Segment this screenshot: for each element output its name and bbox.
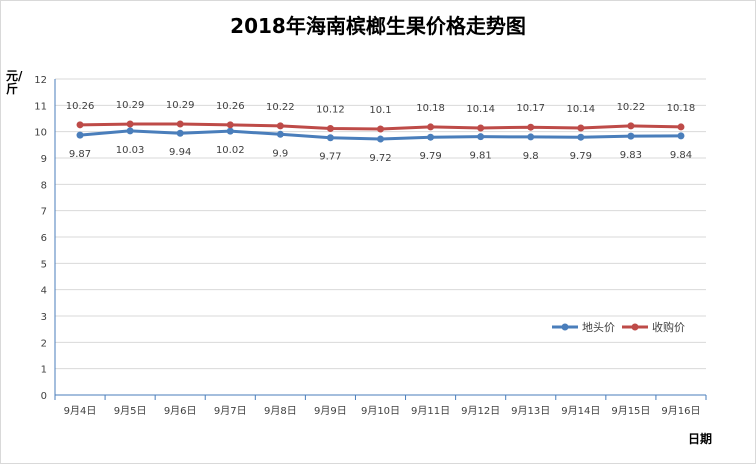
data-point bbox=[477, 133, 485, 141]
data-point bbox=[276, 130, 284, 138]
y-tick-label: 1 bbox=[41, 365, 47, 376]
data-label: 10.18 bbox=[416, 103, 445, 114]
x-tick-label: 9月7日 bbox=[214, 405, 247, 417]
x-tick-label: 9月16日 bbox=[661, 405, 700, 417]
data-point bbox=[226, 127, 234, 135]
data-point bbox=[126, 127, 134, 135]
data-label: 10.26 bbox=[216, 101, 245, 112]
chart-title: 2018年海南槟榔生果价格走势图 bbox=[230, 14, 526, 38]
data-point bbox=[527, 123, 535, 131]
data-label: 10.17 bbox=[516, 103, 545, 114]
legend-entry-0: 地头价 bbox=[582, 321, 615, 334]
x-axis-label: 日期 bbox=[688, 432, 713, 446]
legend-swatch-marker bbox=[561, 323, 569, 331]
data-point bbox=[527, 133, 535, 141]
data-point bbox=[477, 124, 485, 132]
data-label: 9.84 bbox=[670, 150, 692, 161]
data-label: 9.9 bbox=[272, 148, 288, 159]
data-point bbox=[76, 131, 84, 139]
data-point bbox=[126, 120, 134, 128]
y-tick-label: 5 bbox=[41, 259, 47, 270]
data-label: 10.29 bbox=[166, 100, 195, 111]
data-label: 9.8 bbox=[523, 151, 539, 162]
data-point bbox=[577, 133, 585, 141]
data-label: 10.14 bbox=[466, 104, 495, 115]
x-tick-label: 9月12日 bbox=[461, 405, 500, 417]
y-tick-label: 11 bbox=[34, 101, 47, 112]
series-lines bbox=[76, 120, 685, 143]
data-label: 9.87 bbox=[69, 149, 91, 160]
x-tick-label: 9月5日 bbox=[114, 405, 147, 417]
legend-swatch-marker bbox=[631, 323, 639, 331]
data-point bbox=[677, 132, 685, 140]
data-point bbox=[577, 124, 585, 132]
y-tick-label: 10 bbox=[34, 128, 47, 139]
x-tick-label: 9月10日 bbox=[361, 405, 400, 417]
data-label: 10.02 bbox=[216, 145, 245, 156]
data-label: 10.03 bbox=[116, 145, 145, 156]
y-axis-label: 元/斤 bbox=[6, 69, 23, 96]
x-tick-label: 9月9日 bbox=[314, 405, 347, 417]
data-label: 9.83 bbox=[620, 150, 642, 161]
x-tick-label: 9月13日 bbox=[511, 405, 550, 417]
y-tick-label: 2 bbox=[41, 338, 47, 349]
data-label: 10.14 bbox=[566, 104, 595, 115]
y-tick-label: 0 bbox=[41, 391, 47, 402]
data-label: 9.79 bbox=[419, 151, 441, 162]
y-tick-label: 7 bbox=[41, 207, 47, 218]
data-label: 9.77 bbox=[319, 152, 341, 163]
data-label: 9.94 bbox=[169, 147, 191, 158]
x-tick-label: 9月11日 bbox=[411, 405, 450, 417]
y-tick-label: 6 bbox=[41, 233, 47, 244]
data-label: 10.22 bbox=[266, 102, 295, 113]
data-label: 10.22 bbox=[617, 102, 646, 113]
data-point bbox=[677, 123, 685, 131]
data-point bbox=[627, 132, 635, 140]
legend-entry-1: 收购价 bbox=[652, 320, 685, 334]
x-tick-label: 9月6日 bbox=[164, 405, 197, 417]
data-label: 10.26 bbox=[66, 101, 95, 112]
y-tick-label: 4 bbox=[41, 286, 47, 297]
data-labels: 9.87 10.03 9.94 10.02 9.9 9.77 9.72 9.79 9.81 9.8… bbox=[66, 100, 696, 164]
y-tick-label: 3 bbox=[41, 312, 47, 323]
data-label: 10.29 bbox=[116, 100, 145, 111]
data-label: 9.81 bbox=[470, 151, 492, 162]
data-point bbox=[76, 121, 84, 129]
data-point bbox=[427, 123, 435, 131]
x-tick-label: 9月8日 bbox=[264, 405, 297, 417]
data-label: 10.1 bbox=[369, 105, 391, 116]
data-point bbox=[377, 135, 384, 143]
data-point bbox=[326, 134, 334, 142]
data-point bbox=[176, 129, 184, 137]
data-point bbox=[627, 122, 635, 130]
data-label: 9.79 bbox=[570, 151, 592, 162]
y-tick-label: 9 bbox=[41, 154, 47, 165]
x-tick-label: 9月15日 bbox=[611, 405, 650, 417]
data-point bbox=[276, 122, 284, 130]
data-point bbox=[377, 125, 384, 133]
data-point bbox=[326, 125, 334, 133]
data-label: 9.72 bbox=[369, 153, 391, 164]
data-point bbox=[176, 120, 184, 128]
data-point bbox=[427, 133, 435, 141]
x-tick-label: 9月4日 bbox=[64, 405, 97, 417]
y-tick-label: 12 bbox=[34, 75, 47, 86]
x-tick-label: 9月14日 bbox=[561, 405, 600, 417]
data-point bbox=[226, 121, 234, 129]
data-label: 10.12 bbox=[316, 105, 345, 116]
data-label: 10.18 bbox=[667, 103, 696, 114]
legend: 地头价 收购价 bbox=[552, 320, 685, 334]
y-tick-label: 8 bbox=[41, 180, 47, 191]
